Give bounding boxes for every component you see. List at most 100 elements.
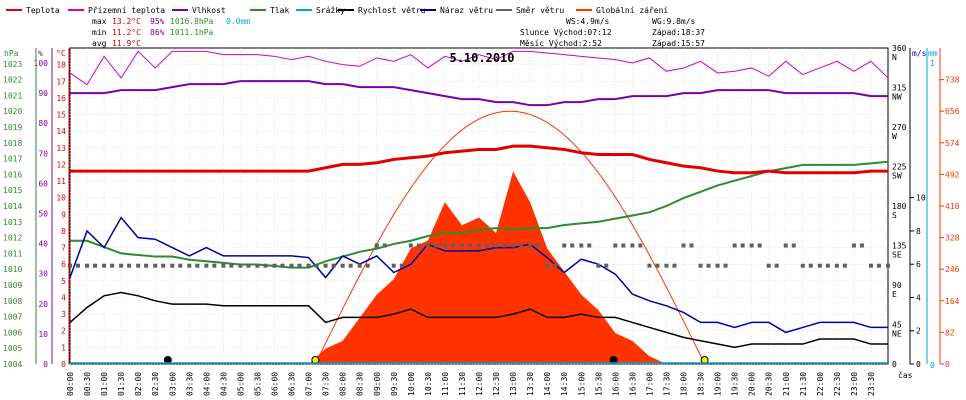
tick-pct-9: 90 xyxy=(38,89,48,98)
wind-dir-point xyxy=(374,243,379,248)
tick-x-4: 02:00 xyxy=(134,372,143,396)
legend-label-4: Srážky xyxy=(316,6,345,15)
stats-block: max 13.2°C 95% 1016.8hPa 0.0mm min 11.2°… xyxy=(92,17,250,48)
wind-dir-point xyxy=(638,243,643,248)
legend: Teplota Přízemní teplota Vlhkost Tlak Srážky… xyxy=(6,6,668,15)
wind-dir-point xyxy=(153,263,158,268)
wind-dir-point xyxy=(144,263,149,268)
wind-dir-point xyxy=(467,243,472,248)
wind-dir-point xyxy=(681,243,686,248)
wind-dir-point xyxy=(127,263,132,268)
tick-ms-3: 4 xyxy=(916,293,921,302)
tick-hpa-1: 1005 xyxy=(3,344,22,353)
chart-title: 5.10.2010 xyxy=(449,51,514,65)
tick-hpa-18: 1022 xyxy=(3,76,22,85)
tick-x-18: 09:00 xyxy=(373,372,382,396)
tick-hpa-14: 1018 xyxy=(3,139,22,148)
wind-dir-point xyxy=(102,263,107,268)
tick-hpa-10: 1014 xyxy=(3,202,22,211)
wind-dir-point xyxy=(187,263,192,268)
tick-x-38: 19:00 xyxy=(714,372,723,396)
wind-dir-point xyxy=(323,263,328,268)
x-axis-label: čas xyxy=(898,370,913,380)
wind-dir-point xyxy=(280,263,285,268)
wind-dir-point xyxy=(314,263,319,268)
chart-marks xyxy=(68,50,890,365)
tick-hpa-0: 1004 xyxy=(3,360,22,369)
tick-x-27: 13:30 xyxy=(526,372,535,396)
wind-dir-point xyxy=(178,263,183,268)
wind-dir-point xyxy=(340,263,345,268)
wind-dir-point xyxy=(536,243,541,248)
tick-hpa-6: 1010 xyxy=(3,265,22,274)
tick-deg-0: 360 xyxy=(892,44,907,53)
wind-dir-point xyxy=(494,243,499,248)
wind-dir-point xyxy=(204,263,209,268)
tick-wm2-2: 574 xyxy=(945,139,960,148)
tick-degc-0: 0 xyxy=(61,360,66,369)
wind-dir-point xyxy=(655,263,660,268)
tick-pct-4: 40 xyxy=(38,240,48,249)
tick-x-1: 00:30 xyxy=(83,372,92,396)
wind-dir-point xyxy=(297,263,302,268)
tick-x-5: 02:30 xyxy=(151,372,160,396)
astro-block: WS:4.9m/s WG:9.8m/s Slunce Východ:07:12 … xyxy=(520,17,705,48)
axis-degc-unit: °C xyxy=(56,49,66,58)
tick-ms-0: 10 xyxy=(916,194,926,203)
tick-hpa-13: 1017 xyxy=(3,155,22,164)
wind-dir-point xyxy=(306,263,311,268)
wind-dir-point xyxy=(570,243,575,248)
wind-dir-point xyxy=(876,263,881,268)
tick-hpa-12: 1016 xyxy=(3,170,22,179)
wind-dir-point xyxy=(545,263,550,268)
tick-x-32: 16:00 xyxy=(611,372,620,396)
tick-pct-5: 50 xyxy=(38,210,48,219)
tick-hpa-8: 1012 xyxy=(3,234,22,243)
stats-max-press: 1016.8hPa xyxy=(170,17,214,26)
wind-dir-point xyxy=(766,263,771,268)
tick-hpa-2: 1006 xyxy=(3,328,22,337)
tick-pct-1: 10 xyxy=(38,330,48,339)
astro-sunset: Západ:18:37 xyxy=(652,28,705,37)
tick-x-30: 15:00 xyxy=(577,372,586,396)
stats-min-hum: 86% xyxy=(150,28,165,37)
tick-mm-0: 1 xyxy=(930,59,935,68)
tick-ms-5: 0 xyxy=(916,360,921,369)
tick-x-33: 16:30 xyxy=(628,372,637,396)
tick-degc-11: 11 xyxy=(56,177,66,186)
wind-dir-point xyxy=(757,243,762,248)
tick-degc-4: 4 xyxy=(61,293,66,302)
wind-dir-point xyxy=(689,243,694,248)
wind-dir-point xyxy=(161,263,166,268)
tick-degc-6: 6 xyxy=(61,260,66,269)
tick-x-23: 11:30 xyxy=(458,372,467,396)
wind-dir-point xyxy=(723,263,728,268)
wind-dir-point xyxy=(791,243,796,248)
astro-wg: WG:9.8m/s xyxy=(652,17,696,26)
series-vlhkost xyxy=(70,80,888,107)
tick-hpa-4: 1008 xyxy=(3,297,22,306)
tick-degc-15: 15 xyxy=(56,111,66,120)
astro-sun: Slunce Východ:07:12 xyxy=(520,28,612,37)
wind-dir-point xyxy=(502,243,507,248)
tick-pct-8: 80 xyxy=(38,119,48,128)
axis-pct-unit: % xyxy=(38,49,43,58)
tick-hpa-19: 1023 xyxy=(3,60,22,69)
tick-degc-8: 8 xyxy=(61,227,66,236)
tick-degc-13: 13 xyxy=(56,144,66,153)
axes: hPa1004100510061007100810091010101110121… xyxy=(3,44,960,396)
wind-dir-point xyxy=(749,243,754,248)
wind-dir-point xyxy=(868,263,873,268)
tick-deg-3: 225 xyxy=(892,163,907,172)
wind-dir-point xyxy=(817,263,822,268)
wind-dir-point xyxy=(842,263,847,268)
wind-dir-point xyxy=(331,263,336,268)
tick-dir-0: N xyxy=(892,53,897,62)
tick-degc-12: 12 xyxy=(56,160,66,169)
tick-x-35: 17:30 xyxy=(662,372,671,396)
tick-wm2-7: 164 xyxy=(945,297,960,306)
tick-x-46: 23:00 xyxy=(850,372,859,396)
tick-x-45: 22:30 xyxy=(833,372,842,396)
wind-dir-point xyxy=(408,243,413,248)
wind-dir-point xyxy=(357,263,362,268)
